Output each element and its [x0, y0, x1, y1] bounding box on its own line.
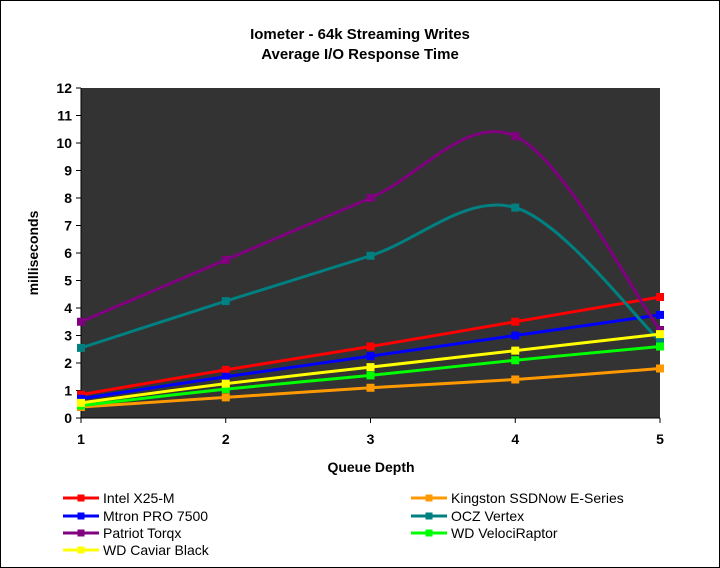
legend-label-wd-velociraptor: WD VelociRaptor — [451, 525, 558, 541]
legend-label-wd-caviar-black: WD Caviar Black — [103, 542, 210, 558]
y-tick-label: 3 — [64, 328, 72, 344]
y-tick-label: 8 — [64, 190, 72, 206]
legend: Intel X25-M Kingston SSDNow E-Series Mtron… — [63, 490, 624, 558]
data-point-mtron-pro-7500 — [221, 372, 230, 381]
data-point-patriot-torqx — [77, 317, 85, 326]
chart-subtitle: Average I/O Response Time — [261, 46, 459, 63]
legend-marker-patriot-torqx — [77, 529, 85, 537]
series-line-patriot-torqx — [80, 130, 662, 331]
legend-marker-intel-x25-m — [77, 494, 85, 502]
y-tick-label: 4 — [64, 300, 72, 316]
chart-title: Iometer - 64k Streaming Writes — [250, 26, 470, 43]
data-point-kingston-ssdnow-e-series — [221, 393, 230, 402]
y-tick-label: 12 — [56, 80, 72, 96]
x-tick-label: 4 — [511, 431, 519, 447]
x-tick-label: 2 — [222, 431, 230, 447]
y-tick-label: 11 — [57, 108, 72, 124]
y-tick-label: 2 — [64, 355, 72, 371]
y-tick-label: 9 — [64, 163, 72, 179]
data-point-ocz-vertex — [221, 297, 230, 306]
data-point-intel-x25-m — [511, 317, 520, 326]
legend-marker-ocz-vertex — [425, 512, 433, 520]
legend-marker-wd-velociraptor — [425, 529, 433, 537]
data-point-wd-caviar-black — [366, 363, 375, 372]
data-point-kingston-ssdnow-e-series — [366, 383, 375, 392]
data-point-patriot-torqx — [366, 194, 375, 202]
data-point-wd-caviar-black — [511, 346, 520, 355]
legend-label-ocz-vertex: OCZ Vertex — [451, 508, 524, 524]
x-tick-label: 1 — [77, 431, 85, 447]
data-point-ocz-vertex — [77, 343, 85, 352]
data-point-kingston-ssdnow-e-series — [656, 364, 664, 373]
data-point-wd-velociraptor — [511, 356, 520, 365]
data-point-intel-x25-m — [656, 293, 664, 301]
legend-label-patriot-torqx: Patriot Torqx — [103, 525, 181, 541]
data-point-intel-x25-m — [221, 365, 230, 374]
data-point-ocz-vertex — [366, 251, 375, 260]
y-tick-label: 10 — [56, 135, 72, 151]
legend-marker-mtron-pro-7500 — [77, 512, 85, 520]
data-point-ocz-vertex — [511, 203, 520, 212]
legend-label-kingston-ssdnow-e-series: Kingston SSDNow E-Series — [451, 490, 624, 506]
data-point-mtron-pro-7500 — [656, 310, 664, 319]
y-tick-label: 7 — [64, 218, 72, 234]
y-tick-label: 6 — [64, 245, 72, 261]
data-point-wd-velociraptor — [366, 371, 375, 380]
y-tick-label: 0 — [64, 410, 72, 426]
data-point-patriot-torqx — [221, 255, 230, 264]
data-point-wd-caviar-black — [221, 379, 230, 388]
y-tick-label: 1 — [64, 383, 72, 399]
x-tick-label: 5 — [656, 431, 664, 447]
data-point-mtron-pro-7500 — [366, 352, 375, 361]
x-axis: 1 2 3 4 5 — [77, 417, 664, 447]
series-layer — [77, 130, 664, 411]
y-tick-label: 5 — [64, 273, 72, 289]
data-point-wd-caviar-black — [656, 330, 664, 339]
data-point-mtron-pro-7500 — [511, 331, 520, 340]
data-point-intel-x25-m — [366, 342, 375, 351]
legend-marker-wd-caviar-black — [77, 546, 85, 554]
data-point-wd-velociraptor — [656, 342, 664, 351]
legend-marker-kingston-ssdnow-e-series — [425, 494, 433, 502]
x-axis-title: Queue Depth — [327, 459, 414, 475]
data-point-kingston-ssdnow-e-series — [511, 375, 520, 384]
data-point-wd-caviar-black — [77, 398, 85, 407]
legend-label-mtron-pro-7500: Mtron PRO 7500 — [103, 508, 208, 524]
x-tick-label: 3 — [367, 431, 375, 447]
legend-label-intel-x25-m: Intel X25-M — [103, 490, 175, 506]
data-point-patriot-torqx — [511, 132, 520, 141]
y-axis-title: milliseconds — [25, 210, 41, 295]
